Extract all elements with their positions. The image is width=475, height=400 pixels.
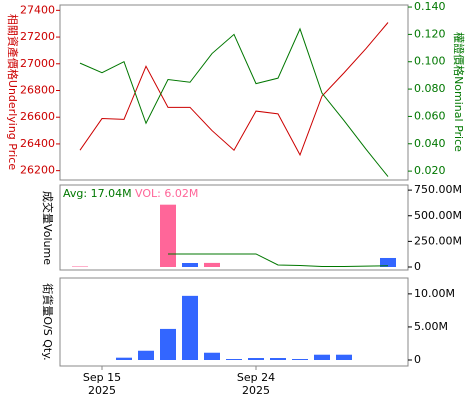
volume-bar xyxy=(204,262,220,267)
price-line xyxy=(79,22,389,157)
x-tick-label: Sep 24 xyxy=(237,371,275,384)
volume-bar xyxy=(380,257,396,267)
y-tick-label: 27200 xyxy=(20,30,55,43)
y2-tick-label: 0.120 xyxy=(414,27,446,40)
panel-price xyxy=(59,4,409,181)
os-bar xyxy=(160,328,176,360)
y-tick-label: 27000 xyxy=(20,57,55,70)
y2-tick-label: 0.020 xyxy=(414,164,446,177)
y-tick-label: 26600 xyxy=(20,110,55,123)
panel-os xyxy=(59,277,409,367)
volume-bar xyxy=(72,266,88,267)
x-tick-year: 2025 xyxy=(242,384,270,397)
y-tick-label: 0 xyxy=(414,353,421,366)
y-tick-label: 26800 xyxy=(20,83,55,96)
price-line xyxy=(79,27,389,177)
y-tick-label: 0 xyxy=(414,260,421,273)
y-tick-label: 5.00M xyxy=(414,320,448,333)
os-bar xyxy=(270,358,286,360)
y-tick-label: 26400 xyxy=(20,137,55,150)
y2-tick-label: 0.100 xyxy=(414,55,446,68)
y-tick-label: 10.00M xyxy=(414,287,455,300)
os-bar xyxy=(138,350,154,360)
volume-title: 成交量Volume xyxy=(41,191,55,265)
y-tick-label: 500.00M xyxy=(414,209,462,222)
volume-bar xyxy=(182,263,198,267)
y2-tick-label: 0.080 xyxy=(414,82,446,95)
y2-tick-label: 0.140 xyxy=(414,0,446,13)
right-axis-title: 權證價格Nominal Price xyxy=(452,32,466,152)
os-bar xyxy=(292,359,308,360)
y2-tick-label: 0.060 xyxy=(414,109,446,122)
left-axis-title: 相關資產價格Underlying Price xyxy=(6,14,20,170)
y-tick-label: 250.00M xyxy=(414,234,462,247)
x-tick-year: 2025 xyxy=(88,384,116,397)
os-title: 街貨量O/S Qty. xyxy=(41,283,55,360)
os-bar xyxy=(204,352,220,360)
y2-tick-label: 0.040 xyxy=(414,137,446,150)
avg-line xyxy=(168,253,389,267)
os-bar xyxy=(314,354,330,360)
y-tick-label: 750.00M xyxy=(414,183,462,196)
os-bar xyxy=(226,359,242,360)
x-tick-label: Sep 15 xyxy=(83,371,121,384)
os-bar xyxy=(336,354,352,360)
legend-label: VOL: 6.02M xyxy=(135,187,198,200)
y-tick-label: 26200 xyxy=(20,164,55,177)
panel-volume xyxy=(59,184,409,271)
y-tick-label: 27400 xyxy=(20,3,55,16)
legend-label: Avg: 17.04M xyxy=(63,187,132,200)
os-bar xyxy=(182,295,198,360)
os-bar xyxy=(116,357,132,360)
volume-bar xyxy=(160,204,176,267)
os-bar xyxy=(248,358,264,360)
